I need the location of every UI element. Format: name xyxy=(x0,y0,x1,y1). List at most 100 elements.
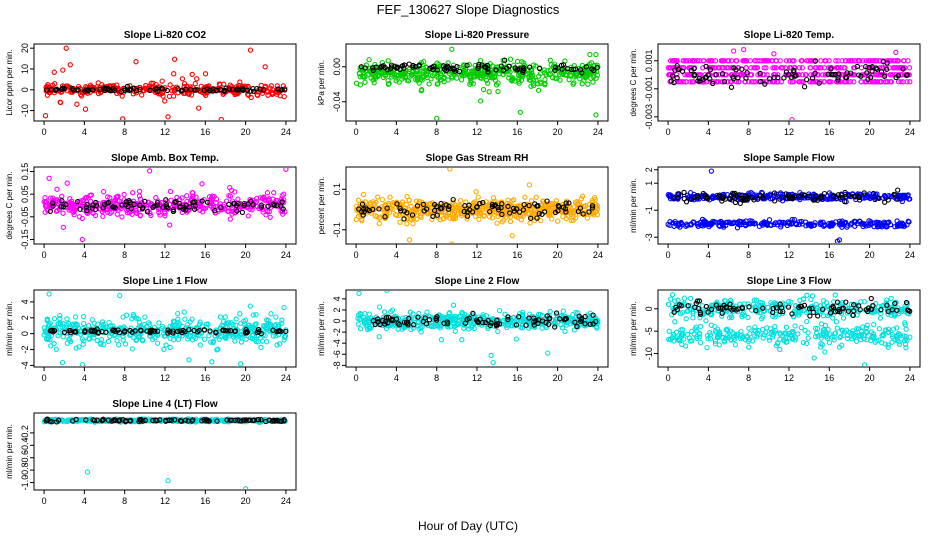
data-point xyxy=(268,311,274,317)
data-point xyxy=(366,57,372,63)
data-point xyxy=(190,190,196,196)
data-point xyxy=(587,51,593,58)
data-point xyxy=(804,58,810,64)
data-point xyxy=(46,291,52,297)
data-point xyxy=(355,197,362,203)
data-point xyxy=(777,196,783,202)
data-point xyxy=(119,93,125,99)
data-point xyxy=(79,361,86,366)
data-point xyxy=(684,331,691,338)
data-point xyxy=(385,314,392,320)
data-point xyxy=(547,308,553,315)
data-point xyxy=(571,327,577,333)
data-point xyxy=(379,196,386,203)
data-point xyxy=(528,215,534,221)
data-point xyxy=(95,321,101,327)
data-point xyxy=(122,326,128,332)
data-point xyxy=(91,320,97,326)
data-point xyxy=(360,317,367,324)
data-point xyxy=(564,66,571,72)
data-point xyxy=(135,334,142,341)
y-tick-label: -5 xyxy=(644,327,654,335)
data-point xyxy=(727,79,734,85)
data-point xyxy=(185,321,191,328)
data-point xyxy=(127,327,133,334)
y-axis-label-temp: degrees C per min. xyxy=(629,48,638,116)
data-point xyxy=(588,60,595,66)
data-point xyxy=(827,79,833,85)
data-point xyxy=(424,74,430,81)
y-axis-label-line1: ml/min per min. xyxy=(5,301,14,356)
data-point xyxy=(538,217,544,224)
data-point xyxy=(83,204,90,210)
data-point xyxy=(757,70,763,77)
data-point xyxy=(701,58,707,64)
data-point xyxy=(142,198,148,205)
x-tick-label: 16 xyxy=(512,250,522,260)
data-point xyxy=(485,317,491,324)
data-point xyxy=(683,316,689,322)
data-point xyxy=(212,208,218,214)
x-tick-label: 0 xyxy=(42,373,47,383)
data-point xyxy=(900,66,906,72)
data-point xyxy=(167,82,173,88)
data-point xyxy=(758,78,764,85)
data-point xyxy=(792,323,798,329)
x-tick-label: 8 xyxy=(122,250,127,260)
data-point xyxy=(152,328,158,334)
data-point xyxy=(822,349,828,355)
data-point xyxy=(842,189,848,196)
data-point xyxy=(199,198,205,204)
data-point xyxy=(199,181,205,187)
data-point xyxy=(813,193,819,199)
data-point xyxy=(849,220,855,226)
data-point xyxy=(165,114,171,120)
data-point xyxy=(555,218,561,224)
data-point xyxy=(99,328,105,335)
y-axis-label-line2: ml/min per min. xyxy=(317,301,326,356)
data-point xyxy=(367,68,374,75)
data-point xyxy=(585,81,591,87)
data-point xyxy=(150,204,156,210)
data-point xyxy=(250,332,256,338)
data-point xyxy=(58,204,64,210)
data-point xyxy=(126,87,133,94)
data-point xyxy=(488,320,494,326)
data-point xyxy=(171,319,177,325)
data-point xyxy=(877,72,883,78)
data-point xyxy=(535,87,542,94)
data-point xyxy=(42,195,48,201)
data-point xyxy=(830,193,836,199)
data-point xyxy=(112,87,118,93)
data-point xyxy=(449,314,456,321)
data-point xyxy=(569,208,575,215)
data-point xyxy=(192,206,198,212)
data-point xyxy=(789,219,796,225)
data-point xyxy=(94,337,100,344)
data-point xyxy=(505,314,511,320)
y-axis-label-ambtemp: degrees C per min. xyxy=(5,171,14,239)
data-point xyxy=(397,219,403,225)
data-point xyxy=(891,191,897,198)
data-point xyxy=(588,75,594,81)
x-tick-label: 24 xyxy=(281,127,291,137)
data-point xyxy=(499,211,505,218)
data-point xyxy=(803,72,809,78)
plot-frame-line2 xyxy=(345,289,609,368)
data-point xyxy=(811,222,818,228)
data-point xyxy=(499,201,505,207)
y-tick-label: 0.00 xyxy=(332,58,342,76)
data-point xyxy=(393,316,400,322)
data-point xyxy=(541,67,547,73)
data-point xyxy=(874,79,880,85)
data-point xyxy=(419,324,425,330)
data-point xyxy=(579,81,585,87)
data-point xyxy=(196,200,203,207)
data-point xyxy=(762,81,768,87)
data-point xyxy=(486,214,493,220)
data-point xyxy=(257,250,261,254)
data-point xyxy=(416,63,422,69)
data-point xyxy=(45,207,51,214)
data-point xyxy=(491,202,497,209)
